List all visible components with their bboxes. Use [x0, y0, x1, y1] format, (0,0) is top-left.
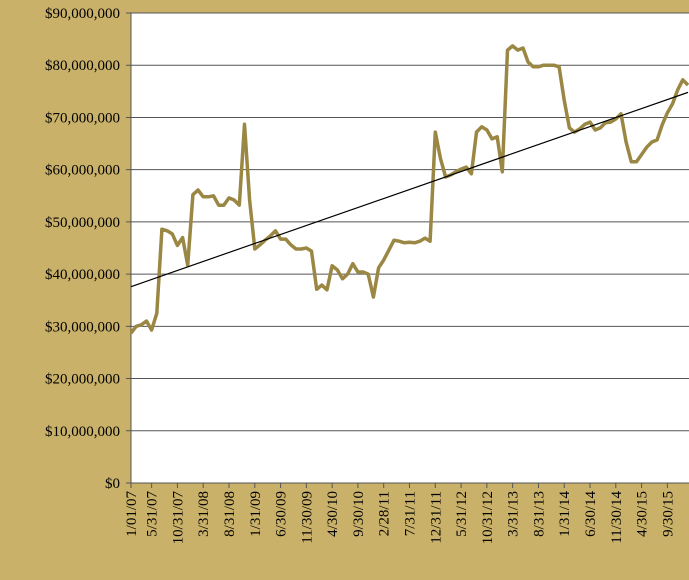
data-line	[129, 44, 689, 335]
y-tick-label: $70,000,000	[45, 110, 120, 126]
x-tick-label: 1/31/14	[557, 491, 573, 537]
x-tick-label: 1/31/09	[248, 491, 264, 537]
y-tick-label: $20,000,000	[45, 372, 120, 388]
y-tick-label: $0	[105, 476, 120, 492]
x-tick-label: 8/31/08	[222, 491, 238, 537]
x-tick-label: 3/31/08	[196, 491, 212, 537]
x-tick-label: 12/31/11	[428, 491, 444, 544]
y-tick-label: $40,000,000	[45, 267, 120, 283]
x-tick-label: 1/01/07	[124, 491, 140, 537]
trendline	[130, 91, 689, 288]
y-tick-label: $10,000,000	[45, 424, 120, 440]
x-tick-label: 11/30/09	[299, 491, 315, 544]
plot-area	[131, 13, 689, 483]
x-tick-label: 4/30/15	[635, 491, 651, 537]
y-tick-label: $30,000,000	[45, 319, 120, 335]
x-tick-label: 6/30/09	[274, 491, 290, 537]
x-tick-label: 8/31/13	[531, 491, 547, 537]
x-tick-label: 10/31/12	[480, 491, 496, 544]
x-tick-label: 3/31/13	[506, 491, 522, 537]
x-tick-label: 7/31/11	[403, 491, 419, 536]
x-tick-label: 2/28/11	[377, 491, 393, 536]
y-tick-label: $80,000,000	[45, 58, 120, 74]
y-tick-label: $60,000,000	[45, 163, 120, 179]
x-tick-label: 9/30/10	[351, 491, 367, 537]
x-tick-label: 9/30/15	[660, 491, 676, 537]
y-tick-label: $50,000,000	[45, 215, 120, 231]
x-tick-label: 5/31/07	[145, 491, 161, 537]
y-tick-label: $90,000,000	[45, 6, 120, 22]
x-tick-label: 5/31/12	[454, 491, 470, 537]
x-tick-label: 10/31/07	[170, 491, 186, 545]
x-tick-label: 4/30/10	[325, 491, 341, 537]
x-tick-label: 11/30/14	[609, 491, 625, 544]
x-tick-label: 6/30/14	[583, 491, 599, 537]
